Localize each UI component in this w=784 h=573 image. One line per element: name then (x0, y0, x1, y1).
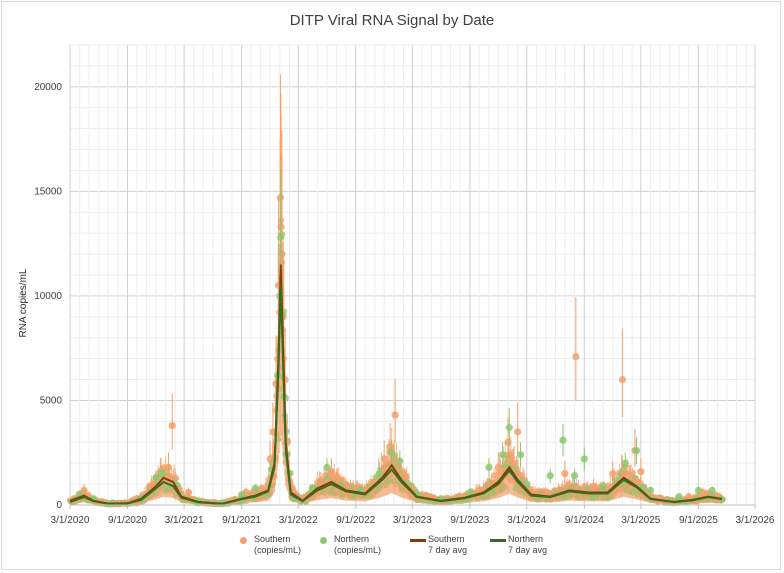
chart-plot: 3/1/2020 9/1/2020 3/1/2021 9/1/2021 3/1/2022… (18, 44, 775, 526)
northern-point (238, 490, 246, 499)
legend-label: (copies/mL) (254, 545, 302, 555)
southern-daily-point (172, 474, 180, 482)
legend-southern-dot (240, 537, 247, 544)
southern-point (168, 421, 176, 430)
northern-point (599, 482, 607, 490)
x-tick-label: 9/1/2025 (679, 515, 718, 526)
legend-southern-avg-line (410, 539, 426, 542)
northern-point (158, 470, 166, 478)
y-tick-label: 10000 (34, 291, 62, 302)
x-tick-label: 3/1/2024 (507, 515, 546, 526)
southern-point (572, 352, 580, 361)
northern-point (485, 463, 493, 471)
southern-point (494, 463, 502, 471)
northern-point (396, 457, 404, 465)
northern-point (559, 436, 567, 444)
southern-point (184, 488, 193, 497)
legend-label: Northern (334, 534, 370, 544)
southern-point (380, 455, 388, 463)
northern-point (323, 463, 331, 471)
x-tick-label: 3/1/2026 (736, 515, 775, 526)
x-tick-label: 9/1/2022 (336, 515, 375, 526)
y-tick-label: 0 (56, 500, 62, 511)
legend-label: Northern (508, 534, 544, 544)
northern-point (251, 484, 259, 492)
northern-point (388, 449, 396, 457)
y-tick-label: 5000 (40, 395, 63, 406)
southern-point (386, 442, 394, 451)
northern-point (571, 472, 579, 480)
northern-point (694, 486, 703, 494)
legend-label: Southern (428, 534, 465, 544)
northern-point (375, 470, 383, 478)
axes: 3/1/2020 9/1/2020 3/1/2021 9/1/2021 3/1/2022… (34, 82, 775, 526)
y-axis-title: RNA copies/mL (18, 268, 29, 337)
southern-point (618, 375, 627, 384)
legend-label: 7 day avg (428, 545, 468, 555)
northern-point (632, 447, 641, 455)
northern-avg-line (69, 285, 723, 506)
northern-point (277, 233, 285, 241)
y-tick-label: 20000 (34, 82, 62, 93)
southern-point (510, 459, 518, 467)
x-tick-label: 3/1/2023 (393, 515, 432, 526)
southern-point (542, 488, 550, 497)
legend-label: (copies/mL) (334, 545, 382, 555)
x-tick-label: 3/1/2025 (621, 515, 660, 526)
northern-point (505, 424, 513, 432)
northern-point (580, 455, 588, 463)
northern-point (499, 451, 507, 459)
southern-point (266, 455, 274, 463)
grid-lines (69, 44, 756, 506)
avg-lines (69, 264, 723, 506)
x-tick-label: 9/1/2021 (222, 515, 261, 526)
x-tick-label: 9/1/2024 (565, 515, 604, 526)
southern-point (685, 493, 693, 501)
legend: Southern (copies/mL) Northern (copies/mL… (0, 534, 784, 566)
southern-point (609, 470, 617, 478)
southern-point (342, 482, 350, 490)
chart-title: DITP Viral RNA Signal by Date (289, 12, 495, 29)
northern-point (708, 486, 716, 494)
southern-point (590, 482, 598, 490)
legend-northern-dot (320, 537, 327, 544)
legend-label: 7 day avg (508, 545, 548, 555)
y-tick-label: 15000 (34, 186, 62, 197)
northern-point (516, 451, 525, 459)
northern-point (523, 480, 531, 488)
southern-point (504, 438, 512, 446)
southern-point (637, 467, 645, 476)
x-tick-label: 3/1/2021 (165, 515, 204, 526)
northern-point (675, 493, 683, 501)
northern-point (466, 488, 474, 497)
northern-point (152, 474, 160, 482)
legend-label: Southern (254, 534, 291, 544)
northern-point (646, 486, 655, 494)
southern-point (514, 428, 522, 436)
x-tick-label: 3/1/2020 (51, 515, 90, 526)
x-tick-label: 3/1/2022 (279, 515, 318, 526)
x-tick-label: 9/1/2020 (108, 515, 147, 526)
southern-point (391, 411, 399, 419)
northern-point (621, 459, 629, 467)
x-tick-label: 9/1/2023 (450, 515, 489, 526)
legend-northern-avg-line (490, 539, 506, 542)
southern-point (561, 470, 569, 478)
southern-point (164, 463, 173, 471)
northern-point (546, 472, 554, 480)
